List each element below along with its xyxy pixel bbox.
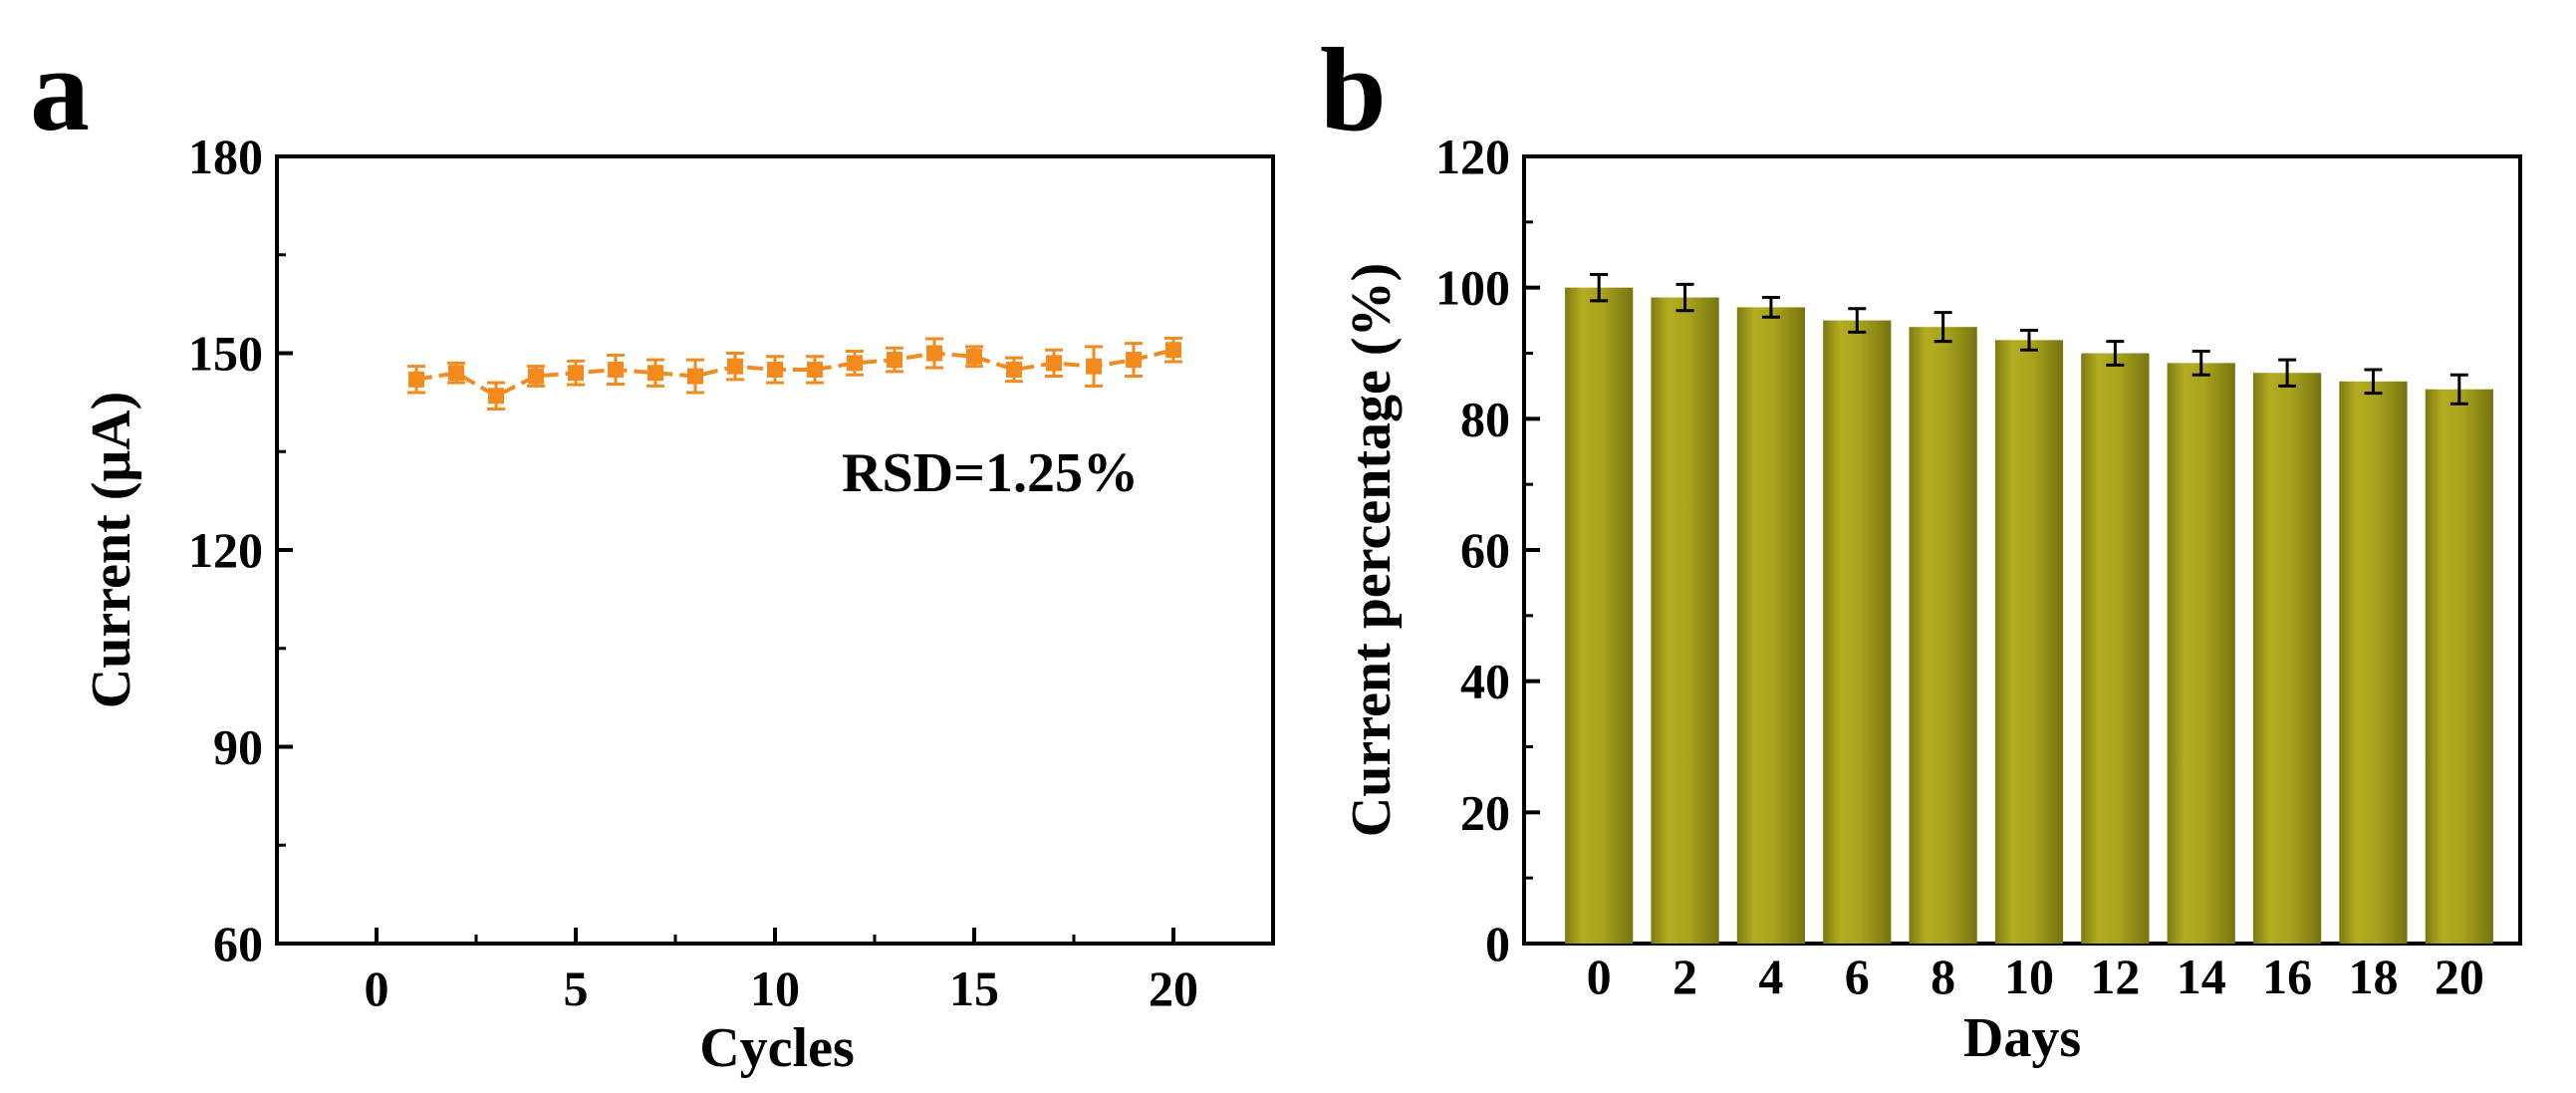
data-point (1086, 358, 1102, 375)
series-a (407, 336, 1182, 410)
data-point (1046, 355, 1062, 372)
x-tick-label-b: 0 (1587, 949, 1612, 1004)
data-point (847, 355, 863, 372)
y-tick-label-a: 60 (213, 916, 263, 971)
data-point (966, 348, 982, 365)
panel-a: a 60 90 120 150 180 0 5 10 15 20 RSD=1.25% Cycle… (30, 23, 1275, 1079)
x-tick-label-b: 2 (1673, 949, 1697, 1004)
bar (2167, 363, 2235, 944)
y-tick-label-b: 60 (1460, 522, 1510, 578)
bar (1909, 327, 1977, 945)
y-axis-title-a: Current (μA) (81, 392, 142, 708)
data-point (687, 368, 703, 385)
x-tick-label-b: 4 (1758, 949, 1783, 1004)
x-tick-label-b: 16 (2262, 949, 2312, 1004)
data-point (926, 345, 942, 362)
rsd-annotation: RSD=1.25% (842, 442, 1139, 504)
data-point (608, 361, 624, 378)
panel-label-b: b (1320, 23, 1387, 155)
x-tick-label-b: 8 (1931, 949, 1955, 1004)
plot-frame-a (275, 154, 1275, 946)
data-point (408, 371, 424, 388)
x-ticks-a: 0 5 10 15 20 (365, 928, 1198, 1016)
y-tick-label-a: 120 (188, 522, 263, 578)
bar (2252, 373, 2322, 944)
x-axis-title-b: Days (1963, 1007, 2081, 1069)
x-tick-label-a: 15 (949, 960, 999, 1016)
panel-label-a: a (30, 23, 90, 155)
y-ticks-a: 60 90 120 150 180 (188, 129, 293, 971)
data-point (807, 361, 823, 378)
x-tick-label-b: 10 (2004, 949, 2054, 1004)
bar (2081, 353, 2150, 944)
data-point (448, 365, 464, 382)
x-tick-label-b: 6 (1845, 949, 1870, 1004)
y-tick-label-b: 100 (1435, 260, 1510, 316)
bar (1565, 287, 1634, 945)
bar (1994, 340, 2064, 944)
x-tick-label-a: 20 (1149, 960, 1198, 1016)
data-point (1165, 342, 1181, 359)
x-tick-label-a: 5 (564, 960, 589, 1016)
panel-b: b 0 20 40 60 80 100 120 0 2 4 6 8 10 12 14 16 18 20 Days… (1320, 23, 2522, 1069)
x-tick-label-a: 10 (750, 960, 800, 1016)
y-axis-title-b: Current percentage (%) (1341, 263, 1403, 837)
y-tick-label-b: 0 (1485, 916, 1510, 971)
y-ticks-b: 0 20 40 60 80 100 120 (1435, 129, 1540, 971)
y-tick-label-a: 90 (213, 719, 263, 775)
y-tick-label-b: 120 (1435, 129, 1510, 184)
y-tick-label-a: 180 (188, 129, 263, 184)
data-point (647, 365, 663, 382)
bar (1651, 297, 1719, 945)
y-tick-label-b: 40 (1460, 654, 1510, 709)
x-tick-label-b: 12 (2090, 949, 2140, 1004)
data-point (528, 368, 544, 385)
x-tick-label-b: 18 (2348, 949, 2398, 1004)
x-tick-label-b: 14 (2177, 949, 2226, 1004)
data-point (488, 388, 504, 405)
x-tick-label-b: 20 (2435, 949, 2484, 1004)
y-tick-label-a: 150 (188, 326, 263, 382)
x-axis-title-a: Cycles (699, 1017, 855, 1079)
bar (2339, 381, 2408, 944)
y-tick-label-b: 80 (1460, 391, 1510, 446)
data-point (767, 361, 783, 378)
bar (2425, 389, 2493, 944)
y-tick-label-b: 20 (1460, 784, 1510, 840)
data-point (1006, 361, 1022, 378)
bars-b (1565, 273, 2493, 945)
data-point (887, 352, 902, 369)
data-point (1126, 352, 1142, 369)
bar (1823, 320, 1892, 944)
data-point (727, 358, 743, 375)
x-ticks-b: 0 2 4 6 8 10 12 14 16 18 20 (1587, 949, 2484, 1004)
x-tick-label-a: 0 (365, 960, 389, 1016)
bar (1736, 307, 1806, 945)
data-point (568, 365, 584, 382)
